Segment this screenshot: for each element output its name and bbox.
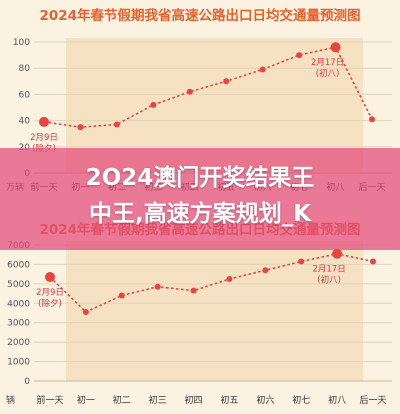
x-tick-label: 初七 bbox=[292, 394, 310, 406]
y-tick-label: 2000 bbox=[7, 338, 30, 348]
data-point bbox=[154, 283, 161, 290]
x-tick-label: 初二 bbox=[113, 394, 131, 406]
title-overlay-band bbox=[0, 148, 400, 250]
y-tick-label: 20 bbox=[19, 143, 31, 153]
y-tick-label: 0 bbox=[24, 377, 30, 387]
data-point bbox=[113, 121, 120, 128]
y-tick-label: 5000 bbox=[7, 280, 30, 290]
data-point bbox=[223, 78, 230, 85]
data-point bbox=[298, 258, 305, 265]
data-point bbox=[82, 309, 89, 316]
y-tick-label: 3000 bbox=[7, 319, 30, 329]
y-tick-label: 80 bbox=[19, 64, 31, 74]
data-point bbox=[330, 42, 341, 53]
x-tick-label: 前一天 bbox=[36, 394, 63, 406]
y-tick-label: 100 bbox=[13, 38, 30, 48]
data-point bbox=[118, 292, 125, 299]
data-point bbox=[262, 267, 269, 274]
x-tick-label: 初一 bbox=[77, 394, 95, 406]
data-point bbox=[370, 258, 376, 265]
annotation-label: (除夕) bbox=[38, 298, 62, 309]
chart-title: 2024年春节假期我省高速公路出口日均交通量预测图 bbox=[39, 7, 360, 24]
x-tick-label: 后一天 bbox=[359, 395, 386, 406]
data-point bbox=[332, 248, 343, 259]
annotation-label: 2月9日 bbox=[36, 288, 64, 298]
data-point bbox=[226, 276, 233, 282]
annotation-label: (初八) bbox=[317, 275, 341, 286]
data-point bbox=[77, 124, 84, 131]
annotation-label: 2月9日 bbox=[30, 133, 58, 143]
y-tick-label: 60 bbox=[19, 90, 31, 100]
data-point bbox=[45, 272, 55, 283]
annotation-label: (初八) bbox=[316, 68, 340, 79]
y-tick-label: 4000 bbox=[7, 299, 30, 309]
y-tick-label: 40 bbox=[19, 117, 31, 127]
series-line bbox=[43, 46, 373, 128]
series-line bbox=[49, 252, 374, 313]
data-point bbox=[150, 101, 157, 108]
x-tick-label: 初八 bbox=[328, 394, 346, 406]
x-tick-label: 初六 bbox=[256, 394, 274, 406]
y-tick-label: 1000 bbox=[7, 358, 30, 368]
overlay-title-line-1: 2O24澳门开奖结果王 bbox=[85, 165, 315, 191]
data-point bbox=[186, 88, 193, 95]
x-tick-label: 初三 bbox=[149, 394, 167, 406]
y-tick-label: 6000 bbox=[7, 260, 30, 270]
x-tick-label: 初四 bbox=[185, 394, 203, 406]
unit-label: 辆 bbox=[6, 394, 15, 406]
data-point bbox=[39, 116, 49, 127]
data-point bbox=[190, 287, 197, 294]
data-point bbox=[259, 66, 266, 73]
data-point bbox=[369, 116, 375, 123]
holiday-band bbox=[66, 241, 363, 381]
annotation-label: 2月17日 bbox=[311, 58, 344, 68]
overlay-title: 2O24澳门开奖结果王 中王,高速方案规划_K bbox=[0, 160, 400, 232]
overlay-title-line-2: 中王,高速方案规划_K bbox=[88, 201, 312, 227]
x-tick-label: 初五 bbox=[220, 394, 238, 406]
data-point bbox=[296, 52, 303, 59]
annotation-label: 2月17日 bbox=[312, 265, 345, 275]
